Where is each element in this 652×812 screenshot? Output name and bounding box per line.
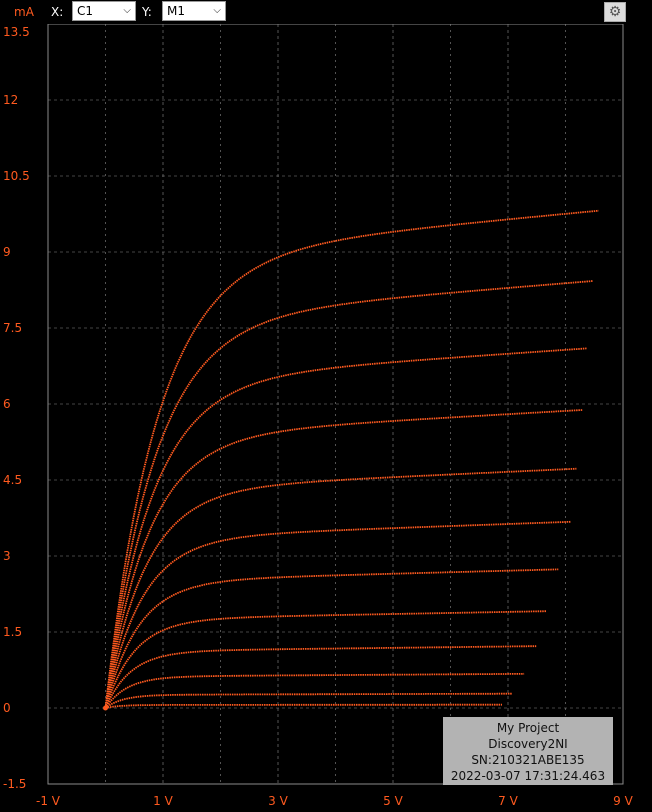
trace-curve-2 [104,280,593,709]
trace-curve-10 [104,672,525,709]
trace-curve-1 [104,209,599,709]
trace-curve-12 [105,703,502,709]
y-channel-label: Y: [142,5,152,19]
origin-point [103,705,108,711]
info-box: My Project Discovery2NI SN:210321ABE135 … [443,717,613,785]
x-tick-label: 1 V [153,794,173,808]
y-tick-label: 9 [3,245,11,259]
y-channel-value: M1 [167,4,185,18]
y-tick-label: 10.5 [3,169,30,183]
toolbar: mA X: C1 ⌵ Y: M1 ⌵ ⚙ [0,0,652,24]
x-channel-select[interactable]: C1 ⌵ [72,1,136,21]
x-axis-tick-labels: -1 V 1 V 3 V 5 V 7 V 9 V [36,794,634,808]
chevron-down-icon: ⌵ [123,5,131,16]
project-name: My Project [496,721,560,735]
trace-curve-7 [104,568,559,709]
x-tick-label: 9 V [613,794,633,808]
y-tick-label: 6 [3,397,11,411]
trace-curve-8 [104,610,547,709]
timestamp: 2022-03-07 17:31:24.463 [450,769,606,783]
trace-curve-11 [104,692,512,709]
trace-curves [103,209,599,711]
serial-number: SN:210321ABE135 [471,753,585,767]
y-tick-label: -1.5 [3,777,26,791]
x-tick-label: 3 V [268,794,288,808]
y-tick-label: 7.5 [3,321,22,335]
x-tick-label: -1 V [36,794,61,808]
y-tick-label: 0 [3,701,11,715]
y-tick-label: 13.5 [3,25,30,39]
y-tick-label: 1.5 [3,625,22,639]
trace-curve-9 [104,645,537,709]
x-channel-value: C1 [77,4,94,18]
trace-curve-6 [104,520,571,709]
y-tick-label: 3 [3,549,11,563]
plot-grid [47,23,624,785]
x-tick-label: 5 V [383,794,403,808]
trace-curve-5 [104,467,577,709]
trace-curve-4 [104,409,583,709]
x-tick-label: 7 V [498,794,518,808]
y-channel-select[interactable]: M1 ⌵ [162,1,226,21]
chevron-down-icon: ⌵ [213,5,221,16]
device-name: Discovery2NI [488,737,568,751]
x-channel-label: X: [51,5,64,19]
y-tick-label: 4.5 [3,473,22,487]
y-tick-label: 12 [3,93,18,107]
y-axis-tick-labels: 13.5 12 10.5 9 7.5 6 4.5 3 1.5 0 -1.5 [3,25,30,791]
gear-icon[interactable]: ⚙ [604,2,626,22]
y-unit-label: mA [14,5,34,19]
